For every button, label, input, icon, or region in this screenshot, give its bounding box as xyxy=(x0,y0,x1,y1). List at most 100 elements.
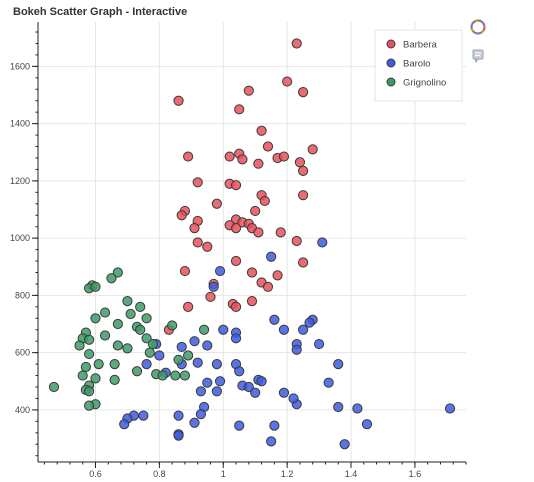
barolo-point[interactable] xyxy=(138,410,149,421)
barolo-point[interactable] xyxy=(304,317,315,328)
barolo-point[interactable] xyxy=(266,251,277,262)
barolo-point[interactable] xyxy=(214,376,226,387)
barolo-point[interactable] xyxy=(195,409,206,420)
barbera-point[interactable] xyxy=(291,38,302,49)
grignolino-point[interactable] xyxy=(183,350,194,361)
grignolino-point[interactable] xyxy=(122,296,133,307)
barolo-point[interactable] xyxy=(173,430,184,441)
barolo-point[interactable] xyxy=(256,376,267,387)
grignolino-point[interactable] xyxy=(135,301,146,312)
barbera-point[interactable] xyxy=(294,157,306,168)
barbera-point[interactable] xyxy=(192,237,203,248)
barbera-point[interactable] xyxy=(262,281,274,292)
barbera-point[interactable] xyxy=(230,301,242,312)
data-points[interactable] xyxy=(48,38,456,450)
grignolino-point[interactable] xyxy=(74,340,85,351)
barbera-point[interactable] xyxy=(253,227,264,238)
grignolino-point[interactable] xyxy=(99,330,111,341)
grignolino-point[interactable] xyxy=(167,320,178,331)
barolo-point[interactable] xyxy=(173,410,184,421)
grignolino-point[interactable] xyxy=(122,343,133,354)
barbera-point[interactable] xyxy=(176,210,187,221)
barbera-point[interactable] xyxy=(253,158,264,169)
barolo-point[interactable] xyxy=(361,419,373,430)
barolo-point[interactable] xyxy=(278,324,290,335)
barbera-point[interactable] xyxy=(211,198,222,209)
barbera-point[interactable] xyxy=(230,223,242,234)
barolo-point[interactable] xyxy=(250,387,261,398)
barolo-point[interactable] xyxy=(176,341,187,353)
barbera-point[interactable] xyxy=(259,195,270,207)
grignolino-point[interactable] xyxy=(112,267,123,278)
barolo-point[interactable] xyxy=(234,420,245,431)
barbera-point[interactable] xyxy=(298,165,309,176)
barolo-point[interactable] xyxy=(269,314,280,325)
grignolino-point[interactable] xyxy=(77,370,88,381)
barbera-point[interactable] xyxy=(234,104,245,115)
barolo-point[interactable] xyxy=(291,344,302,355)
barolo-point[interactable] xyxy=(313,338,325,350)
hover-tooltip-icon[interactable] xyxy=(470,48,486,64)
grignolino-point[interactable] xyxy=(157,370,168,381)
grignolino-point[interactable] xyxy=(147,338,159,350)
barolo-point[interactable] xyxy=(195,386,206,397)
barolo-point[interactable] xyxy=(278,387,290,398)
grignolino-point[interactable] xyxy=(90,313,101,324)
barbera-point[interactable] xyxy=(256,125,267,136)
barolo-point[interactable] xyxy=(333,358,344,370)
barolo-point[interactable] xyxy=(208,281,219,292)
grignolino-point[interactable] xyxy=(135,324,146,335)
grignolino-point[interactable] xyxy=(173,354,184,365)
bokeh-logo-icon[interactable] xyxy=(470,19,486,35)
grignolino-point[interactable] xyxy=(112,340,123,351)
barbera-point[interactable] xyxy=(230,255,242,267)
grignolino-point[interactable] xyxy=(170,370,181,381)
barolo-point[interactable] xyxy=(444,403,456,414)
barbera-point[interactable] xyxy=(307,144,318,155)
barbera-point[interactable] xyxy=(246,296,258,307)
barolo-point[interactable] xyxy=(323,377,334,388)
grignolino-point[interactable] xyxy=(48,381,60,393)
barolo-point[interactable] xyxy=(339,439,350,450)
barolo-point[interactable] xyxy=(243,381,254,393)
grignolino-point[interactable] xyxy=(99,307,111,318)
barbera-point[interactable] xyxy=(298,190,309,201)
barolo-point[interactable] xyxy=(214,265,226,277)
barolo-point[interactable] xyxy=(352,403,363,414)
barbera-point[interactable] xyxy=(173,95,184,106)
barolo-point[interactable] xyxy=(189,417,200,428)
barolo-point[interactable] xyxy=(218,324,229,335)
barbera-point[interactable] xyxy=(262,141,274,152)
grignolino-point[interactable] xyxy=(84,348,95,360)
barolo-point[interactable] xyxy=(333,401,344,413)
barolo-point[interactable] xyxy=(298,324,309,335)
grignolino-point[interactable] xyxy=(141,333,152,344)
barbera-point[interactable] xyxy=(291,235,302,247)
barbera-point[interactable] xyxy=(282,76,293,87)
grignolino-point[interactable] xyxy=(131,366,143,377)
grignolino-point[interactable] xyxy=(112,318,123,330)
barolo-point[interactable] xyxy=(119,419,130,430)
grignolino-point[interactable] xyxy=(198,324,210,335)
barbera-point[interactable] xyxy=(205,291,216,302)
barbera-point[interactable] xyxy=(183,151,194,162)
grignolino-point[interactable] xyxy=(80,361,92,373)
barbera-point[interactable] xyxy=(189,223,200,234)
barolo-point[interactable] xyxy=(192,357,203,368)
barbera-point[interactable] xyxy=(250,205,261,217)
barolo-point[interactable] xyxy=(202,377,213,388)
barbera-point[interactable] xyxy=(278,151,290,162)
grignolino-point[interactable] xyxy=(179,370,191,381)
grignolino-point[interactable] xyxy=(106,273,117,284)
barolo-point[interactable] xyxy=(234,366,245,377)
barolo-point[interactable] xyxy=(211,358,222,370)
barbera-point[interactable] xyxy=(246,267,258,278)
barbera-point[interactable] xyxy=(183,301,194,312)
grignolino-point[interactable] xyxy=(90,281,101,292)
grignolino-point[interactable] xyxy=(93,358,104,370)
barbera-point[interactable] xyxy=(202,241,213,252)
barbera-point[interactable] xyxy=(237,154,248,165)
barolo-point[interactable] xyxy=(154,350,165,361)
barbera-point[interactable] xyxy=(192,177,203,188)
barbera-point[interactable] xyxy=(243,85,254,96)
